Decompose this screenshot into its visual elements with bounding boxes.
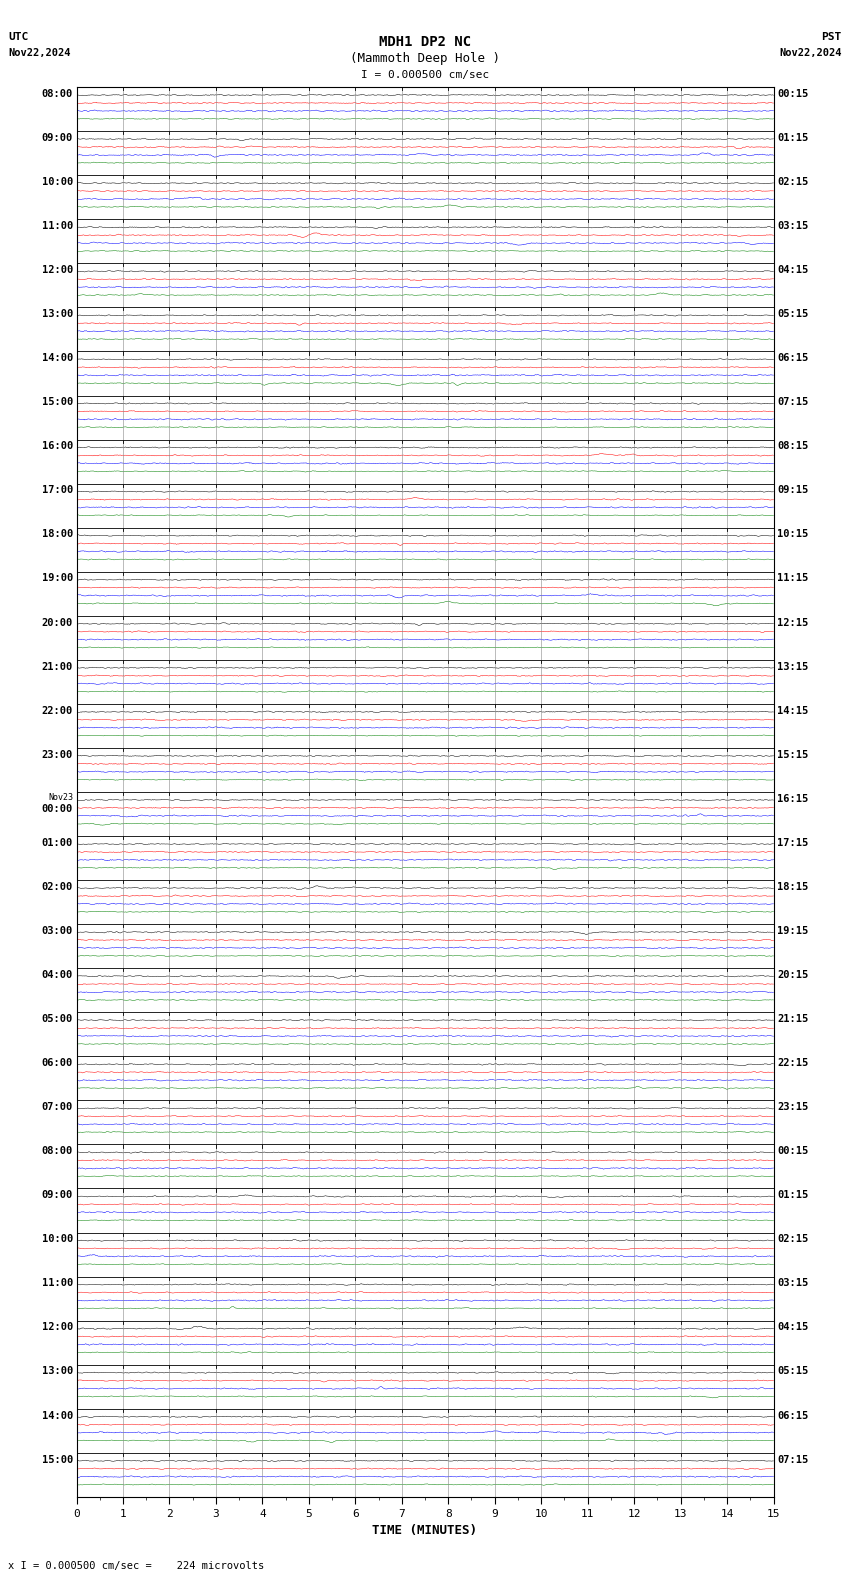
Text: 16:00: 16:00 xyxy=(42,442,73,451)
Text: 08:00: 08:00 xyxy=(42,1147,73,1156)
Text: 00:00: 00:00 xyxy=(42,805,73,814)
Text: 16:15: 16:15 xyxy=(777,794,808,803)
Text: Nov22,2024: Nov22,2024 xyxy=(8,48,71,57)
Text: 02:15: 02:15 xyxy=(777,177,808,187)
Text: 23:15: 23:15 xyxy=(777,1102,808,1112)
Text: 05:15: 05:15 xyxy=(777,1367,808,1376)
Text: 00:15: 00:15 xyxy=(777,89,808,98)
Text: 01:15: 01:15 xyxy=(777,1190,808,1201)
Text: 15:00: 15:00 xyxy=(42,398,73,407)
Text: 23:00: 23:00 xyxy=(42,749,73,760)
Text: 09:15: 09:15 xyxy=(777,485,808,496)
Text: 01:15: 01:15 xyxy=(777,133,808,143)
Text: 10:15: 10:15 xyxy=(777,529,808,540)
Text: MDH1 DP2 NC: MDH1 DP2 NC xyxy=(379,35,471,49)
Text: 04:00: 04:00 xyxy=(42,969,73,980)
Text: Nov23: Nov23 xyxy=(48,794,73,802)
Text: 09:00: 09:00 xyxy=(42,1190,73,1201)
Text: 14:15: 14:15 xyxy=(777,705,808,716)
Text: 02:00: 02:00 xyxy=(42,882,73,892)
X-axis label: TIME (MINUTES): TIME (MINUTES) xyxy=(372,1524,478,1536)
Text: 14:00: 14:00 xyxy=(42,1410,73,1421)
Text: 11:00: 11:00 xyxy=(42,222,73,231)
Text: 10:00: 10:00 xyxy=(42,177,73,187)
Text: 04:15: 04:15 xyxy=(777,1323,808,1332)
Text: 04:15: 04:15 xyxy=(777,265,808,276)
Text: 02:15: 02:15 xyxy=(777,1234,808,1245)
Text: 17:00: 17:00 xyxy=(42,485,73,496)
Text: 10:00: 10:00 xyxy=(42,1234,73,1245)
Text: 17:15: 17:15 xyxy=(777,838,808,847)
Text: 20:15: 20:15 xyxy=(777,969,808,980)
Text: 15:15: 15:15 xyxy=(777,749,808,760)
Text: 19:15: 19:15 xyxy=(777,927,808,936)
Text: 07:00: 07:00 xyxy=(42,1102,73,1112)
Text: 12:00: 12:00 xyxy=(42,1323,73,1332)
Text: 21:15: 21:15 xyxy=(777,1014,808,1023)
Text: 21:00: 21:00 xyxy=(42,662,73,672)
Text: x I = 0.000500 cm/sec =    224 microvolts: x I = 0.000500 cm/sec = 224 microvolts xyxy=(8,1562,264,1571)
Text: Nov22,2024: Nov22,2024 xyxy=(779,48,842,57)
Text: 03:00: 03:00 xyxy=(42,927,73,936)
Text: 05:00: 05:00 xyxy=(42,1014,73,1023)
Text: 15:00: 15:00 xyxy=(42,1454,73,1465)
Text: 00:15: 00:15 xyxy=(777,1147,808,1156)
Text: 22:15: 22:15 xyxy=(777,1058,808,1068)
Text: 19:00: 19:00 xyxy=(42,573,73,583)
Text: 03:15: 03:15 xyxy=(777,222,808,231)
Text: 07:15: 07:15 xyxy=(777,1454,808,1465)
Text: UTC: UTC xyxy=(8,32,29,41)
Text: 13:00: 13:00 xyxy=(42,309,73,318)
Text: 01:00: 01:00 xyxy=(42,838,73,847)
Text: (Mammoth Deep Hole ): (Mammoth Deep Hole ) xyxy=(350,52,500,65)
Text: I = 0.000500 cm/sec: I = 0.000500 cm/sec xyxy=(361,70,489,79)
Text: 06:15: 06:15 xyxy=(777,353,808,363)
Text: 05:15: 05:15 xyxy=(777,309,808,318)
Text: 13:15: 13:15 xyxy=(777,662,808,672)
Text: 12:00: 12:00 xyxy=(42,265,73,276)
Text: 06:00: 06:00 xyxy=(42,1058,73,1068)
Text: 08:15: 08:15 xyxy=(777,442,808,451)
Text: 11:00: 11:00 xyxy=(42,1278,73,1288)
Text: 18:15: 18:15 xyxy=(777,882,808,892)
Text: 09:00: 09:00 xyxy=(42,133,73,143)
Text: 08:00: 08:00 xyxy=(42,89,73,98)
Text: 20:00: 20:00 xyxy=(42,618,73,627)
Text: 18:00: 18:00 xyxy=(42,529,73,540)
Text: 12:15: 12:15 xyxy=(777,618,808,627)
Text: 07:15: 07:15 xyxy=(777,398,808,407)
Text: 14:00: 14:00 xyxy=(42,353,73,363)
Text: PST: PST xyxy=(821,32,842,41)
Text: 11:15: 11:15 xyxy=(777,573,808,583)
Text: 22:00: 22:00 xyxy=(42,705,73,716)
Text: 06:15: 06:15 xyxy=(777,1410,808,1421)
Text: 13:00: 13:00 xyxy=(42,1367,73,1376)
Text: 03:15: 03:15 xyxy=(777,1278,808,1288)
